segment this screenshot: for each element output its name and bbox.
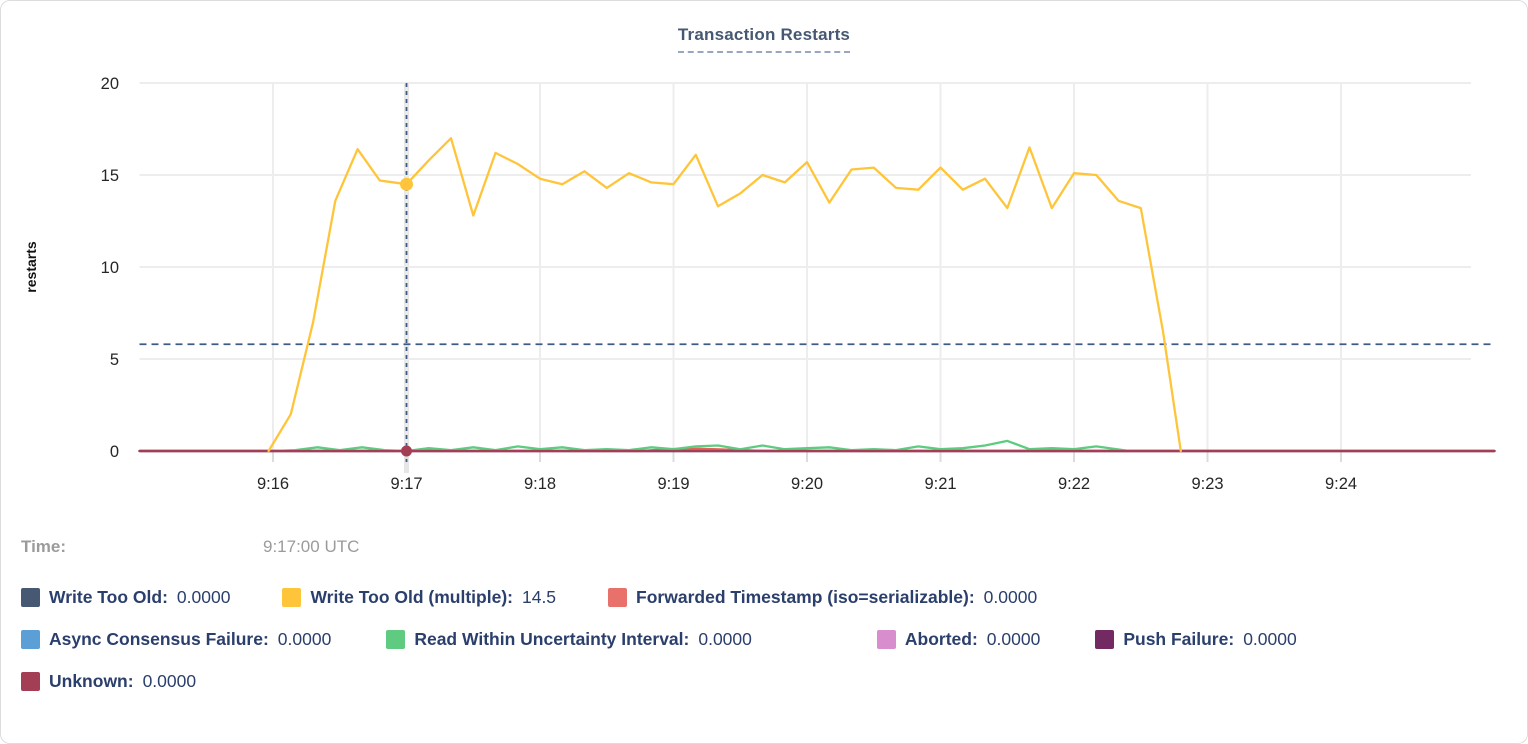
x-tick-label: 9:20 bbox=[791, 475, 823, 493]
legend-label: Write Too Old: bbox=[49, 587, 168, 607]
legend-swatch-async-consensus-failure-icon bbox=[21, 630, 40, 649]
legend-row: Unknown: 0.0000 bbox=[21, 671, 1511, 692]
transaction-restarts-chart[interactable]: 0 5 10 15 20 9:16 9:17 9:18 9:19 9:20 9:21 9:22 9:23… bbox=[1, 1, 1528, 511]
hover-dot-unknown bbox=[401, 445, 412, 457]
hover-dot-write-too-old-multiple- bbox=[400, 177, 413, 191]
legend-value: 14.5 bbox=[521, 587, 557, 607]
legend-label: Read Within Uncertainty Interval: bbox=[414, 629, 690, 649]
y-tick-label: 5 bbox=[110, 351, 119, 369]
legend-label: Push Failure: bbox=[1123, 629, 1235, 649]
legend-item-aborted: Aborted: 0.0000 bbox=[876, 629, 1041, 650]
legend-item-read-within-uncertainty-interval: Read Within Uncertainty Interval: 0.0000 bbox=[386, 629, 752, 650]
legend-label: Forwarded Timestamp (iso=serializable): bbox=[636, 587, 975, 607]
y-tick-label: 10 bbox=[101, 259, 119, 277]
x-tick-label: 9:24 bbox=[1325, 475, 1357, 493]
legend-label: Aborted: bbox=[904, 629, 978, 649]
legend-item-unknown: Unknown: 0.0000 bbox=[21, 671, 196, 692]
x-tick-label: 9:18 bbox=[524, 475, 556, 493]
legend-swatch-read-within-uncertainty-interval-icon bbox=[386, 630, 406, 649]
time-value: 9:17:00 UTC bbox=[263, 537, 360, 556]
legend-value: 0.0000 bbox=[277, 629, 332, 649]
legend-item-write-too-old: Write Too Old: 0.0000 bbox=[21, 587, 230, 608]
y-tick-label: 15 bbox=[101, 167, 119, 185]
legend-row: Async Consensus Failure: 0.0000 Read Wit… bbox=[21, 629, 1511, 650]
legend-row: Write Too Old: 0.0000 Write Too Old (mul… bbox=[21, 587, 1511, 608]
legend-value: 0.0000 bbox=[983, 587, 1038, 607]
legend-item-async-consensus-failure: Async Consensus Failure: 0.0000 bbox=[21, 629, 331, 650]
chart-header: Transaction Restarts bbox=[1, 25, 1527, 53]
x-tick-label: 9:21 bbox=[924, 475, 956, 493]
legend-value: 0.0000 bbox=[986, 629, 1041, 649]
legend-item-write-too-old-multiple: Write Too Old (multiple): 14.5 bbox=[282, 587, 556, 608]
legend-value: 0.0000 bbox=[698, 629, 752, 649]
legend-label: Write Too Old (multiple): bbox=[310, 587, 513, 607]
series-line-write-too-old-multiple- bbox=[267, 137, 1182, 453]
legend-item-push-failure: Push Failure: 0.0000 bbox=[1095, 629, 1297, 650]
legend-label: Async Consensus Failure: bbox=[49, 629, 269, 649]
x-tick-label: 9:23 bbox=[1191, 475, 1223, 493]
legend-label: Unknown: bbox=[49, 671, 134, 691]
legend-swatch-push-failure-icon bbox=[1095, 630, 1115, 649]
time-label: Time: bbox=[21, 537, 67, 556]
legend-swatch-forwarded-timestamp-icon bbox=[608, 588, 628, 607]
x-tick-label: 9:16 bbox=[257, 475, 289, 493]
hover-time-row: Time: 9:17:00 UTC bbox=[21, 537, 621, 557]
chart-title: Transaction Restarts bbox=[677, 25, 851, 53]
legend-value: 0.0000 bbox=[176, 587, 231, 607]
chart-legend: Write Too Old: 0.0000 Write Too Old (mul… bbox=[21, 587, 1511, 713]
legend-swatch-aborted-icon bbox=[876, 630, 896, 649]
x-tick-label: 9:19 bbox=[657, 475, 689, 493]
y-tick-label: 0 bbox=[110, 443, 119, 461]
y-tick-label: 20 bbox=[101, 75, 119, 93]
legend-swatch-write-too-old-multiple-icon bbox=[282, 588, 302, 607]
legend-item-forwarded-timestamp: Forwarded Timestamp (iso=serializable): … bbox=[608, 587, 1037, 608]
x-tick-label: 9:22 bbox=[1058, 475, 1090, 493]
legend-swatch-unknown-icon bbox=[21, 672, 40, 691]
legend-value: 0.0000 bbox=[1243, 629, 1297, 649]
legend-value: 0.0000 bbox=[142, 671, 197, 691]
legend-swatch-write-too-old-icon bbox=[21, 588, 40, 607]
x-tick-label: 9:17 bbox=[390, 475, 422, 493]
